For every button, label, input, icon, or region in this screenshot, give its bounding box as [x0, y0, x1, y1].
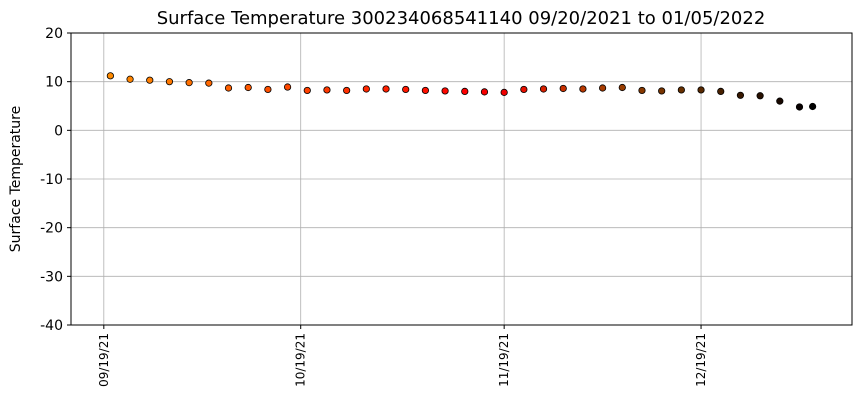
data-point	[677, 86, 685, 94]
data-point	[736, 91, 745, 99]
y-tick-label: 0	[54, 123, 63, 139]
data-point	[323, 86, 331, 94]
data-point	[559, 84, 567, 93]
data-point	[303, 86, 311, 95]
data-point	[402, 85, 410, 94]
data-point	[126, 75, 134, 83]
data-point	[461, 87, 469, 96]
data-point	[795, 103, 804, 111]
data-point	[264, 85, 272, 94]
x-tick-label: 11/19/21	[497, 333, 511, 387]
data-point	[441, 87, 449, 95]
data-point	[579, 85, 587, 93]
data-point	[382, 85, 390, 93]
data-point	[165, 78, 174, 86]
data-point	[343, 86, 351, 95]
chart-title: Surface Temperature 300234068541140 09/2…	[157, 8, 766, 29]
data-point	[599, 84, 607, 92]
data-point	[539, 85, 548, 93]
data-point	[697, 86, 705, 94]
data-point	[618, 83, 626, 92]
data-point	[244, 83, 252, 92]
data-point	[146, 76, 154, 84]
data-point	[658, 87, 666, 95]
data-point	[500, 88, 508, 96]
data-point	[421, 86, 430, 95]
data-point	[717, 87, 725, 96]
data-point	[205, 79, 213, 87]
x-tick-label: 09/19/21	[97, 333, 111, 387]
plot-frame	[70, 32, 853, 326]
data-point	[224, 84, 233, 92]
data-point	[283, 83, 292, 91]
y-tick-label: 10	[45, 75, 63, 91]
data-point	[185, 79, 193, 87]
y-axis-label: Surface Temperature	[8, 106, 24, 252]
data-point	[106, 72, 114, 80]
y-tick-label: 20	[45, 26, 63, 42]
y-tick-label: -30	[40, 269, 63, 285]
data-point	[638, 86, 646, 95]
x-tick-label: 10/19/21	[294, 333, 308, 387]
data-point	[362, 85, 370, 93]
data-point	[809, 102, 817, 111]
y-tick-label: -40	[40, 318, 63, 334]
data-point	[776, 97, 784, 105]
data-point	[520, 85, 528, 94]
data-point	[480, 88, 489, 96]
x-tick-label: 12/19/21	[694, 333, 708, 387]
y-tick-label: -20	[40, 221, 63, 237]
data-point	[756, 92, 764, 100]
y-tick-label: -10	[40, 172, 63, 188]
